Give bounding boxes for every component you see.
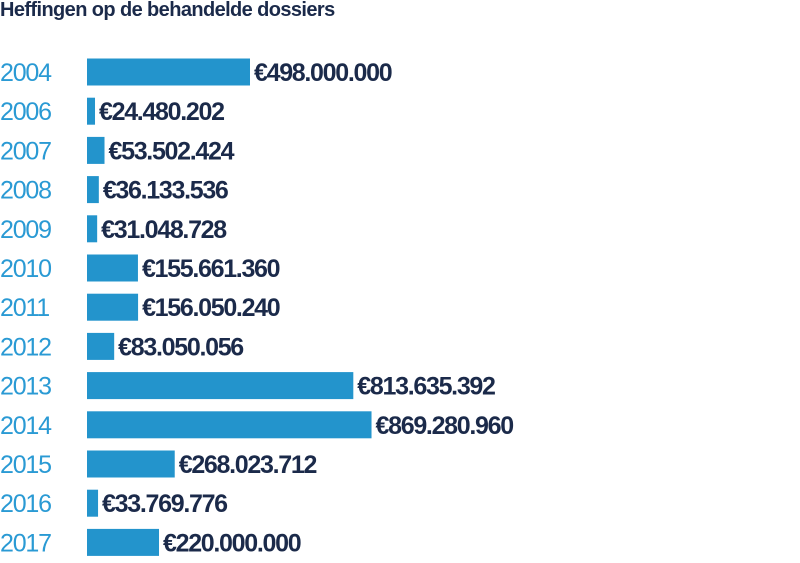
chart-title: Heffingen op de behandelde dossiers xyxy=(0,0,335,21)
year-label: 2016 xyxy=(0,490,51,518)
value-label: €155.661.360 xyxy=(142,255,280,283)
value-label: €268.023.712 xyxy=(179,451,317,479)
year-label: 2008 xyxy=(0,177,51,205)
year-label: 2010 xyxy=(0,255,51,283)
value-label: €31.048.728 xyxy=(101,216,227,244)
bar-2011 xyxy=(87,293,139,321)
value-label: €36.133.536 xyxy=(103,177,228,205)
value-label: €869.280.960 xyxy=(376,412,514,440)
bar-2013 xyxy=(87,372,354,400)
year-label: 2007 xyxy=(0,137,51,165)
year-label: 2014 xyxy=(0,412,52,440)
bar-2015 xyxy=(87,450,175,478)
bar-2017 xyxy=(87,528,160,556)
value-label: €53.502.424 xyxy=(109,137,235,165)
year-label: 2009 xyxy=(0,216,51,244)
year-label: 2013 xyxy=(0,373,51,401)
bar-2008 xyxy=(87,176,99,204)
year-label: 2017 xyxy=(0,529,51,557)
value-label: €813.635.392 xyxy=(357,373,495,401)
bar-2009 xyxy=(87,215,98,243)
bar-2004 xyxy=(87,58,250,86)
bar-2014 xyxy=(87,411,372,439)
value-label: €33.769.776 xyxy=(102,490,227,518)
value-label: €498.000.000 xyxy=(254,59,392,87)
year-label: 2011 xyxy=(0,294,49,322)
year-label: 2012 xyxy=(0,333,51,361)
year-label: 2004 xyxy=(0,59,52,87)
value-label: €220.000.000 xyxy=(163,529,301,557)
value-label: €156.050.240 xyxy=(142,294,280,322)
bar-2016 xyxy=(87,489,99,517)
bar-2006 xyxy=(87,97,96,125)
bar-2007 xyxy=(87,136,105,164)
value-label: €83.050.056 xyxy=(118,333,243,361)
value-label: €24.480.202 xyxy=(99,98,224,126)
year-label: 2015 xyxy=(0,451,51,479)
bar-2012 xyxy=(87,332,115,360)
year-label: 2006 xyxy=(0,98,51,126)
bar-2010 xyxy=(87,254,138,282)
